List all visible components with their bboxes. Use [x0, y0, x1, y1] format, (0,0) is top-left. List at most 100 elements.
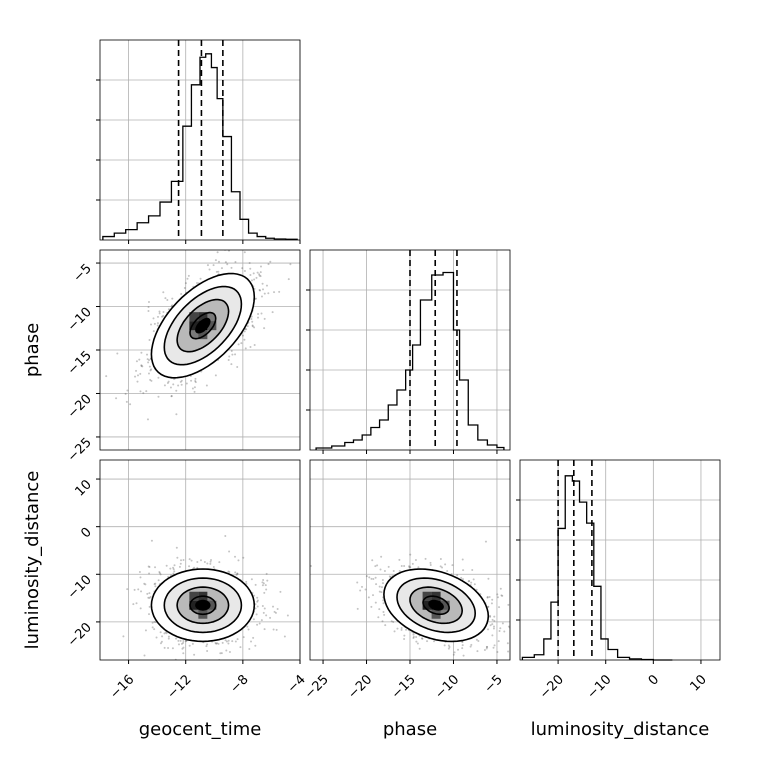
scatter-point [185, 382, 188, 385]
scatter-point [472, 578, 475, 581]
scatter-point [267, 292, 270, 295]
scatter-point [457, 648, 460, 651]
scatter-point [194, 380, 197, 383]
scatter-point [199, 559, 202, 562]
scatter-point [194, 377, 197, 380]
scatter-point [259, 265, 262, 268]
contour-line-1 [176, 586, 230, 625]
scatter-point [180, 383, 183, 386]
scatter-point [136, 380, 139, 383]
scatter-point [148, 572, 151, 575]
scatter-point [487, 605, 490, 608]
scatter-point [259, 289, 262, 292]
scatter-point [398, 569, 401, 572]
scatter-point [149, 378, 152, 381]
scatter-point [408, 566, 411, 569]
scatter-point [467, 580, 470, 583]
scatter-point [234, 640, 237, 643]
scatter-point [405, 628, 408, 631]
scatter-point [443, 644, 446, 647]
scatter-point [444, 563, 447, 566]
scatter-point [403, 565, 406, 568]
scatter-point [367, 596, 370, 599]
scatter-point [372, 578, 375, 581]
scatter-point [156, 324, 159, 327]
density-peak [195, 599, 211, 611]
scatter-point [497, 640, 500, 643]
scatter-point [252, 636, 255, 639]
scatter-point [171, 304, 174, 307]
scatter-point [217, 642, 220, 645]
scatter-point [240, 342, 243, 345]
scatter-point [163, 384, 166, 387]
scatter-point [381, 582, 384, 585]
scatter-point [262, 582, 265, 585]
scatter-point [132, 603, 135, 606]
scatter-point [145, 390, 148, 393]
scatter-point [137, 588, 140, 591]
scatter-point [236, 572, 239, 575]
scatter-point [153, 583, 156, 586]
scatter-point [170, 395, 173, 398]
scatter-point [199, 277, 202, 280]
scatter-point [462, 569, 465, 572]
scatter-point [254, 607, 257, 610]
scatter-point [254, 644, 257, 647]
scatter-point [251, 320, 254, 323]
scatter-point [148, 365, 151, 368]
scatter-point [446, 570, 449, 573]
scatter-point [160, 640, 163, 643]
scatter-point [278, 290, 281, 293]
scatter-point [162, 310, 165, 313]
scatter-point [148, 605, 151, 608]
contour-line-3 [383, 568, 490, 643]
scatter-point [227, 639, 230, 642]
scatter-point [236, 638, 239, 641]
scatter-point [234, 571, 237, 574]
scatter-point [138, 358, 141, 361]
scatter-point [148, 592, 151, 595]
scatter-point [177, 639, 180, 642]
scatter-point [154, 585, 157, 588]
scatter-geocent_time-phase [105, 250, 292, 421]
scatter-point [217, 270, 220, 273]
scatter-point [154, 566, 157, 569]
scatter-point [396, 627, 399, 630]
scatter-point [187, 274, 190, 277]
scatter-point [116, 352, 119, 355]
scatter-point [139, 372, 142, 375]
scatter-point [409, 553, 412, 556]
scatter-point [484, 540, 487, 543]
scatter-point [491, 634, 494, 637]
scatter-point [153, 628, 156, 631]
scatter-point [255, 297, 258, 300]
scatter-point [178, 565, 181, 568]
scatter-point [250, 315, 253, 318]
scatter-point [242, 636, 245, 639]
scatter-point [193, 566, 196, 569]
scatter-point [241, 267, 244, 270]
scatter-point [228, 651, 231, 654]
scatter-point [500, 594, 503, 597]
scatter-point [377, 616, 380, 619]
scatter-point [231, 353, 234, 356]
scatter-point [206, 643, 209, 646]
scatter-point [275, 628, 278, 631]
scatter-point [167, 635, 170, 638]
scatter-point [507, 603, 510, 606]
scatter-point [261, 282, 264, 285]
scatter-point [224, 535, 227, 538]
scatter-point [159, 631, 162, 634]
scatter-point [167, 637, 170, 640]
scatter-point [152, 317, 155, 320]
scatter-point [215, 270, 218, 273]
scatter-point [412, 633, 415, 636]
scatter-point [105, 375, 108, 378]
scatter-point [175, 637, 178, 640]
contour-line-3 [150, 272, 256, 379]
y-tick-label-phase: −15 [65, 348, 95, 378]
scatter-point [147, 596, 150, 599]
scatter-point [147, 306, 150, 309]
scatter-point [142, 392, 145, 395]
density-peak [428, 599, 444, 611]
